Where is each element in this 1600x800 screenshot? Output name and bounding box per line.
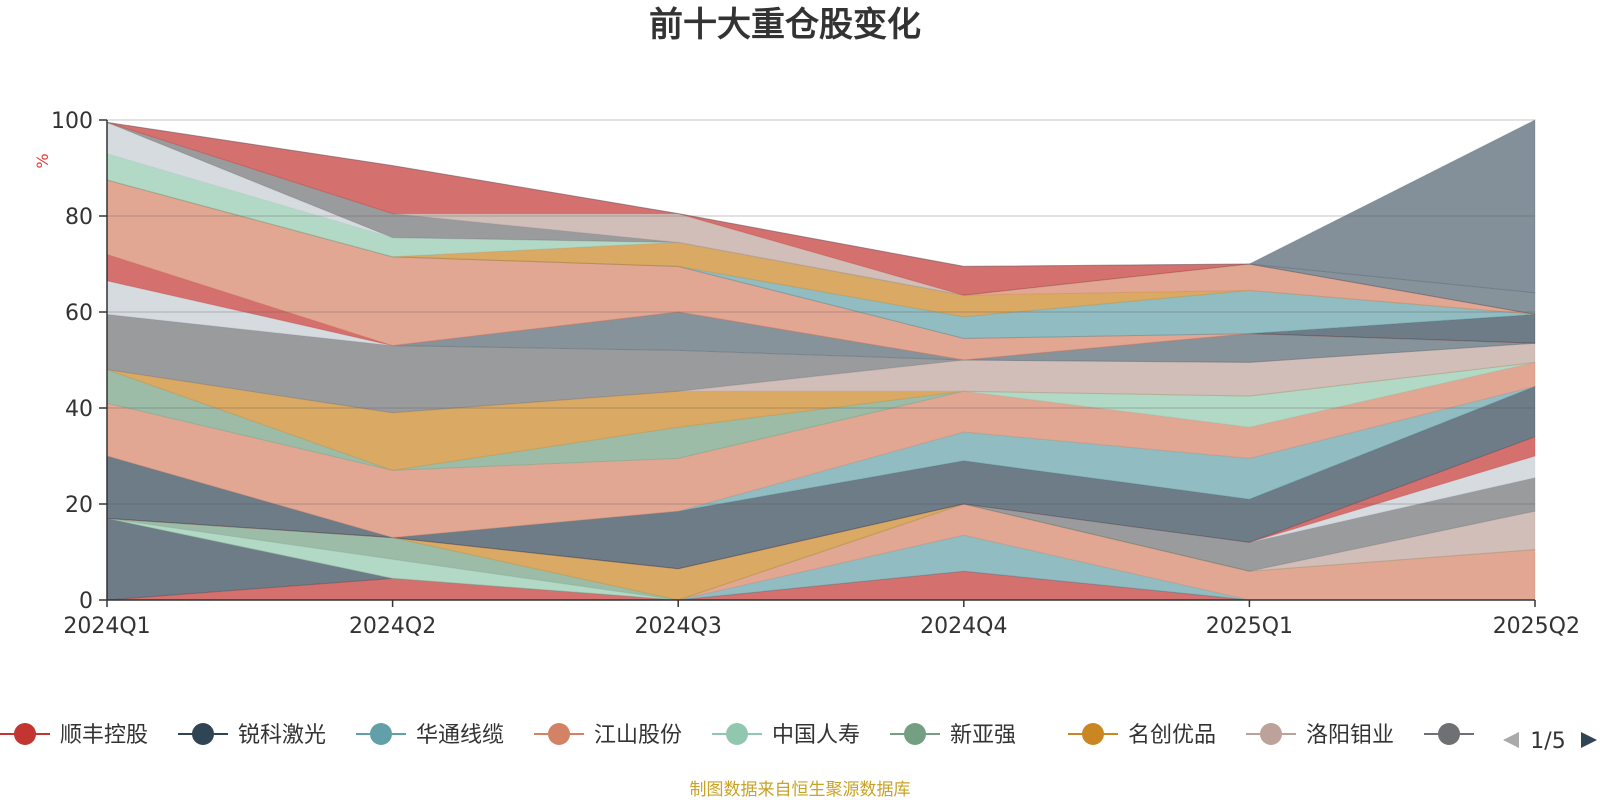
legend-page-indicator: 1/5 <box>1530 729 1565 754</box>
legend-label: 新亚强 <box>950 723 1016 748</box>
legend-label: 顺丰控股 <box>60 723 148 748</box>
legend-marker-icon <box>14 723 36 745</box>
legend-item[interactable]: 华通线缆 <box>356 723 504 748</box>
legend-marker-icon <box>548 723 570 745</box>
legend-label: 中国 <box>1484 723 1528 748</box>
axes: 0 20 40 60 80 100 2024Q1 2024Q2 2024Q3 2024Q4 2025… <box>51 109 1580 639</box>
area-layers <box>106 119 1536 601</box>
legend: 顺丰控股 锐科激光 华通线缆 江山股份 中国人寿 新亚强 名创优品 洛阳钼业 中国 <box>0 723 1528 748</box>
x-tick-label: 2025Q2 <box>1493 614 1580 639</box>
y-tick-label: 0 <box>79 589 93 614</box>
x-tick-label: 2024Q4 <box>920 614 1007 639</box>
grid-lines <box>107 119 1535 505</box>
data-source-note: 制图数据来自恒生聚源数据库 <box>690 780 911 800</box>
legend-label: 华通线缆 <box>416 723 504 748</box>
legend-marker-icon <box>726 723 748 745</box>
area-series-27[interactable] <box>106 152 1536 315</box>
legend-item[interactable]: 名创优品 <box>1068 723 1216 748</box>
area-series-33[interactable] <box>106 119 1536 294</box>
area-series-28[interactable] <box>106 121 1536 315</box>
chart-title: 前十大重仓股变化 <box>649 5 921 45</box>
y-tick-label: 100 <box>51 109 93 134</box>
y-tick-label: 80 <box>65 205 93 230</box>
x-tick-label: 2024Q2 <box>349 614 436 639</box>
legend-item[interactable]: 中国 <box>1424 723 1528 748</box>
legend-marker-icon <box>370 723 392 745</box>
area-series-32[interactable] <box>106 121 1536 315</box>
legend-label: 洛阳钼业 <box>1306 723 1394 748</box>
y-tick-label: 20 <box>65 493 93 518</box>
legend-label: 名创优品 <box>1128 723 1216 748</box>
legend-label: 中国人寿 <box>772 723 860 748</box>
y-axis-unit: % <box>33 153 52 168</box>
legend-next-icon[interactable] <box>1581 732 1597 748</box>
legend-item[interactable]: 顺丰控股 <box>0 723 148 748</box>
legend-prev-icon[interactable] <box>1503 732 1519 748</box>
legend-marker-icon <box>1082 723 1104 745</box>
legend-marker-icon <box>1438 723 1460 745</box>
legend-item[interactable]: 江山股份 <box>534 723 682 748</box>
legend-item[interactable]: 新亚强 <box>890 723 1016 748</box>
legend-pager: 1/5 <box>1503 729 1597 754</box>
legend-label: 江山股份 <box>594 723 682 748</box>
x-tick-label: 2024Q3 <box>635 614 722 639</box>
legend-marker-icon <box>904 723 926 745</box>
y-tick-label: 60 <box>65 301 93 326</box>
legend-item[interactable]: 中国人寿 <box>712 723 860 748</box>
legend-item[interactable]: 锐科激光 <box>178 723 326 748</box>
legend-label: 锐科激光 <box>238 723 326 748</box>
x-tick-label: 2024Q1 <box>63 614 150 639</box>
y-tick-label: 40 <box>65 397 93 422</box>
x-tick-label: 2025Q1 <box>1206 614 1293 639</box>
legend-marker-icon <box>1260 723 1282 745</box>
legend-marker-icon <box>192 723 214 745</box>
legend-item[interactable]: 洛阳钼业 <box>1246 723 1394 748</box>
